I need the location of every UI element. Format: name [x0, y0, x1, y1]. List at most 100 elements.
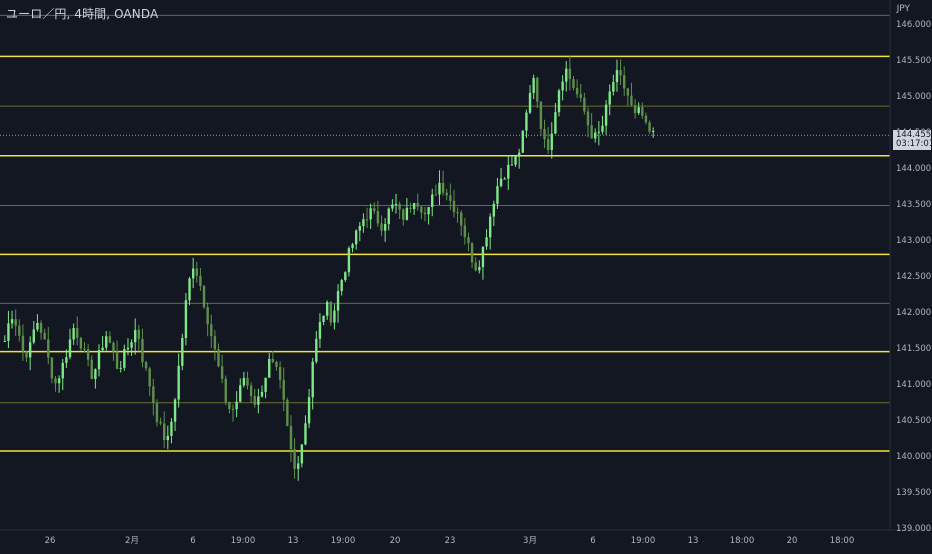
candle-body: [83, 348, 86, 350]
price-tick-label: 145.500: [896, 56, 931, 66]
candle-body: [249, 385, 253, 397]
candle-body: [365, 219, 369, 221]
candle-body: [470, 243, 474, 263]
candle-body: [590, 125, 593, 139]
price-tick-label: 145.000: [896, 92, 931, 102]
candle-body: [14, 319, 17, 326]
candle-body: [496, 186, 499, 204]
chart-title: ユーロ／円, 4時間, OANDA: [6, 7, 159, 21]
candle-body: [391, 204, 394, 209]
candle-body: [427, 207, 430, 215]
candle-body: [637, 107, 640, 113]
price-tick-label: 142.000: [896, 308, 931, 318]
candle-body: [612, 82, 615, 92]
candle-body: [25, 351, 28, 358]
candle-body: [532, 77, 535, 93]
candle-body: [358, 226, 361, 231]
candle-body: [336, 291, 340, 311]
candle-body: [18, 325, 21, 336]
candle-body: [307, 397, 311, 424]
candle-body: [583, 97, 586, 112]
candle-body: [318, 321, 322, 339]
last-price-value: 144.455: [896, 130, 932, 141]
time-tick-label: 20: [390, 536, 401, 546]
candle-body: [347, 248, 351, 273]
last-price-tag: 144.455 03:17:01: [893, 130, 932, 151]
candle-body: [152, 386, 155, 403]
candle-body: [333, 310, 336, 323]
candle-body: [373, 208, 376, 212]
candle-body: [144, 362, 148, 369]
price-tick-label: 143.000: [896, 236, 931, 246]
candle-body: [478, 267, 481, 271]
candle-body: [376, 211, 380, 224]
time-tick-label: 19:00: [331, 536, 356, 546]
candle-body: [166, 435, 170, 441]
candle-body: [601, 125, 604, 132]
candle-body: [275, 361, 278, 367]
candle-body: [119, 367, 122, 369]
candle-body: [608, 91, 611, 105]
candle-body: [626, 88, 630, 96]
candle-body: [510, 164, 514, 166]
candle-body: [488, 216, 492, 238]
candle-body: [572, 79, 575, 89]
candle-body: [260, 391, 264, 397]
candle-body: [101, 347, 104, 351]
candle-body: [39, 322, 43, 333]
candle-body: [431, 194, 434, 208]
candle-body: [507, 164, 510, 179]
candle-body: [597, 131, 601, 133]
candle-body: [644, 115, 648, 123]
candle-body: [525, 112, 528, 131]
candle-body: [206, 307, 209, 325]
candle-body: [615, 70, 619, 83]
candle-body: [315, 338, 318, 362]
candle-body: [170, 421, 173, 436]
candle-body: [460, 212, 463, 226]
candle-body: [633, 105, 637, 113]
candle-body: [630, 95, 633, 106]
time-tick-label: 26: [45, 536, 56, 546]
candle-body: [289, 426, 293, 450]
candle-body: [126, 347, 130, 350]
candle-body: [409, 207, 412, 210]
candle-body: [380, 223, 383, 231]
candle-body: [304, 423, 307, 445]
time-axis[interactable]: 26 2月 6 19:00 13 19:00 20 23 3月 6 19:00 13 18:00 20 18…: [45, 536, 855, 546]
time-tick-label: 13: [288, 536, 299, 546]
price-tick-label: 140.000: [896, 452, 931, 462]
time-tick-label: 23: [445, 536, 456, 546]
candle-body: [554, 112, 557, 134]
time-tick-label: 19:00: [631, 536, 656, 546]
candle-body: [115, 351, 119, 369]
candle-body: [86, 349, 90, 360]
candle-body: [7, 323, 10, 341]
candle-body: [463, 225, 467, 238]
candle-body: [546, 139, 550, 150]
candle-body: [536, 77, 539, 102]
candle-body: [557, 90, 561, 113]
candle-body: [105, 336, 108, 348]
candle-body: [162, 423, 166, 441]
candle-body: [565, 68, 568, 82]
candle-body: [137, 329, 141, 340]
candle-body: [148, 368, 151, 387]
candle-body: [423, 212, 427, 215]
candle-body: [173, 399, 177, 422]
candle-body: [286, 399, 289, 427]
candle-body: [311, 361, 314, 398]
time-tick-label: 18:00: [730, 536, 755, 546]
bar-countdown: 03:17:01: [896, 139, 932, 150]
candle-body: [499, 178, 503, 187]
candle-body: [575, 88, 579, 95]
candle-body: [420, 206, 423, 213]
candle-body: [369, 208, 372, 220]
candle-body: [604, 104, 608, 126]
candle-body: [108, 336, 112, 343]
candle-body: [228, 402, 231, 409]
price-axis[interactable]: 146.000145.500145.000144.500144.000143.5…: [896, 20, 931, 534]
candle-body: [586, 111, 590, 126]
candle-body: [68, 339, 72, 358]
